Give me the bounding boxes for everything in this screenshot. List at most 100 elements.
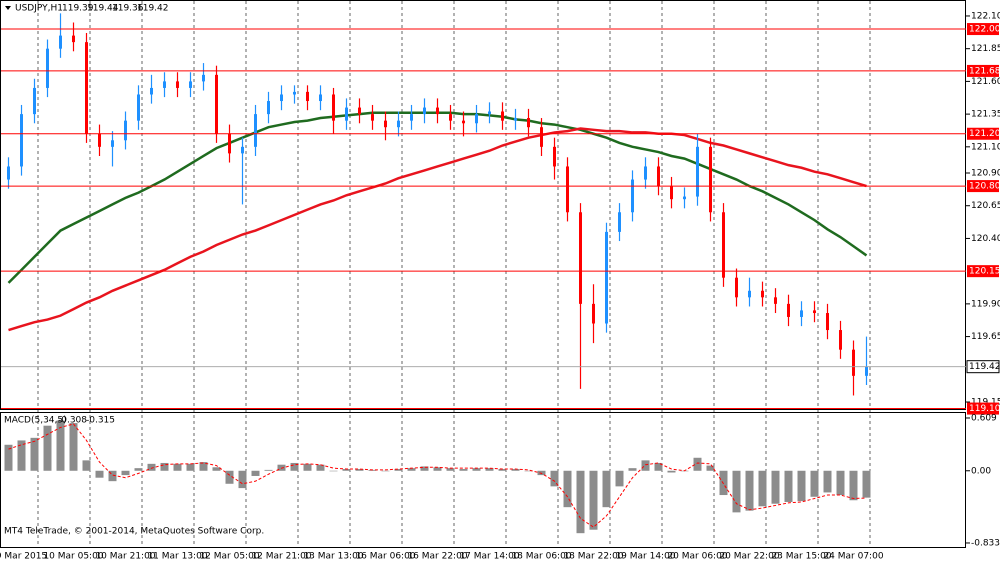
x-tick-label: 13 Mar 13:00	[303, 552, 363, 562]
quote-value: 119.36	[112, 4, 144, 14]
y-tick-label: 121.10	[971, 142, 1000, 152]
macd-bar	[147, 463, 156, 471]
candle-body	[644, 166, 647, 180]
candle-body	[267, 101, 270, 115]
candle-body	[462, 120, 465, 124]
y-tick-label: -0.833	[971, 538, 1000, 548]
macd-bar	[758, 470, 767, 507]
candle-body	[215, 74, 218, 134]
candle-body	[111, 140, 114, 147]
candle-body	[423, 107, 426, 115]
main-pane	[0, 0, 966, 410]
candle-body	[202, 74, 205, 82]
candle-body	[124, 120, 127, 141]
candle-body	[683, 196, 686, 200]
candle-body	[137, 94, 140, 121]
candle-body	[540, 127, 543, 147]
macd-bar	[95, 470, 104, 478]
macd-bar	[797, 470, 806, 502]
macd-bar	[121, 470, 130, 476]
candle-body	[254, 114, 257, 147]
candle-body	[618, 212, 621, 232]
level-label-box	[967, 23, 999, 36]
candle-body	[735, 277, 738, 298]
level-label: 119.10	[969, 404, 1000, 414]
y-tick-label: 119.90	[971, 299, 1000, 309]
candle-body	[358, 107, 361, 115]
level-label: 121.68	[969, 66, 1000, 76]
level-label-box	[967, 265, 999, 278]
macd-bar	[4, 444, 13, 471]
candle-body	[189, 81, 192, 88]
macd-bar	[576, 470, 585, 534]
macd-bar	[69, 423, 78, 471]
candle-body	[46, 48, 49, 88]
macd-bar	[862, 470, 871, 498]
macd-bar	[186, 463, 195, 471]
candle-body	[501, 111, 504, 121]
macd-bar	[745, 470, 754, 511]
macd-bar	[732, 470, 741, 513]
y-tick-label: 121.85	[971, 44, 1000, 54]
candle-body	[592, 303, 595, 324]
macd-value: -0.308	[58, 416, 87, 426]
candle-body	[98, 133, 101, 147]
macd-bar	[407, 468, 416, 471]
candle-body	[397, 120, 400, 128]
macd-bar	[550, 470, 559, 487]
candle-body	[722, 212, 725, 278]
quote-value: 119.44	[87, 4, 119, 14]
candle-body	[488, 111, 491, 115]
level-label: 120.80	[969, 182, 1000, 192]
candle-body	[553, 146, 556, 167]
macd-bar	[563, 470, 572, 508]
candle-body	[371, 114, 374, 121]
candle-body	[280, 94, 283, 102]
macd-bar	[238, 470, 247, 489]
candle-body	[410, 114, 413, 121]
macd-bar	[524, 470, 533, 472]
current-price-label: 119.42	[969, 362, 1000, 372]
macd-bar	[134, 468, 143, 471]
menu-arrow[interactable]	[5, 6, 11, 10]
x-tick-label: 10 Mar 21:00	[95, 552, 155, 562]
y-tick-label: 120.65	[971, 201, 1000, 211]
macd-bar	[173, 463, 182, 471]
candle-body	[293, 91, 296, 95]
y-tick-label: 119.65	[971, 332, 1000, 342]
macd-bar	[602, 470, 611, 508]
copyright: MT4 TeleTrade, © 2001-2014, MetaQuotes S…	[4, 527, 264, 537]
macd-bar	[511, 469, 520, 471]
candle-body	[579, 212, 582, 304]
macd-bar	[641, 460, 650, 471]
macd-bar	[654, 462, 663, 471]
level-label-box	[967, 64, 999, 77]
macd-bar	[706, 465, 715, 471]
candle-body	[748, 290, 751, 298]
y-tick-label: 0.609	[971, 413, 997, 423]
macd-bar	[17, 440, 26, 471]
candle-body	[631, 179, 634, 213]
candle-body	[85, 42, 88, 134]
macd-bar	[225, 470, 234, 484]
candle-body	[150, 87, 153, 95]
macd-bar	[615, 470, 624, 487]
x-tick-label: 16 Mar 06:00	[355, 552, 415, 562]
level-label: 121.20	[969, 129, 1000, 139]
macd-bar	[420, 466, 429, 471]
macd-bar	[82, 460, 91, 471]
candle-body	[319, 94, 322, 102]
x-tick-label: 9 Mar 2015	[0, 552, 47, 562]
candle-body	[384, 120, 387, 128]
candle-body	[345, 107, 348, 121]
x-tick-label: 11 Mar 13:00	[147, 552, 207, 562]
macd-bar	[56, 420, 65, 471]
y-tick-label: 119.15	[971, 398, 1000, 408]
x-tick-label: 18 Mar 22:00	[563, 552, 623, 562]
current-price-box	[966, 360, 1000, 374]
y-tick-label: 121.60	[971, 77, 1000, 87]
candle-body	[696, 146, 699, 197]
macd-bar	[394, 469, 403, 471]
macd-bar	[667, 470, 676, 473]
